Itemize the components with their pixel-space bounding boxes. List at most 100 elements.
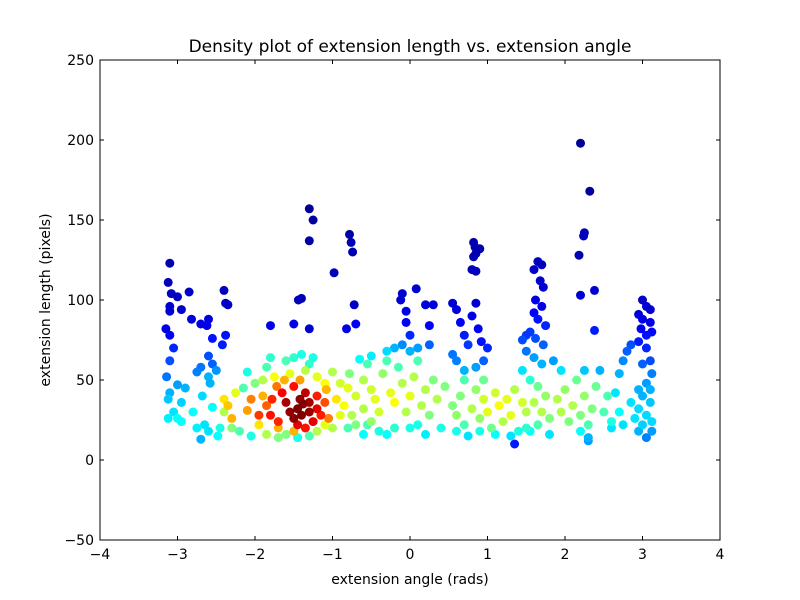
- data-point: [187, 314, 196, 324]
- data-point: [267, 394, 277, 404]
- data-point: [467, 404, 477, 414]
- data-point: [176, 397, 186, 407]
- data-point: [572, 375, 582, 385]
- data-point: [479, 375, 489, 385]
- data-point: [390, 397, 399, 407]
- data-point: [638, 314, 647, 324]
- data-point: [469, 252, 479, 262]
- data-point: [531, 295, 540, 305]
- data-point: [238, 383, 248, 393]
- data-point: [293, 295, 303, 305]
- data-point: [533, 420, 543, 430]
- data-point: [537, 260, 547, 270]
- data-point: [498, 417, 508, 427]
- data-point: [647, 369, 657, 379]
- data-point: [585, 186, 595, 196]
- data-point: [304, 204, 314, 214]
- data-point: [246, 431, 256, 441]
- data-point: [452, 426, 461, 436]
- x-tick-label: 0: [406, 547, 415, 563]
- data-point: [401, 407, 411, 417]
- data-point: [343, 383, 353, 393]
- data-point: [262, 401, 272, 411]
- data-point: [321, 385, 331, 395]
- data-point: [173, 413, 182, 423]
- data-point: [343, 423, 353, 433]
- data-point: [610, 388, 620, 398]
- data-point: [476, 337, 486, 347]
- data-point: [525, 375, 535, 385]
- data-point: [165, 301, 175, 311]
- data-point: [413, 356, 423, 366]
- data-point: [576, 290, 585, 300]
- data-point: [521, 407, 531, 417]
- data-point: [473, 324, 483, 334]
- data-point: [300, 365, 310, 375]
- data-point: [355, 354, 365, 364]
- data-point: [246, 394, 256, 404]
- data-point: [647, 417, 657, 427]
- data-point: [405, 391, 415, 401]
- data-point: [463, 431, 473, 441]
- data-point: [227, 423, 237, 433]
- data-point: [335, 410, 345, 420]
- data-point: [250, 378, 260, 388]
- data-point: [521, 346, 531, 356]
- data-point: [510, 385, 520, 395]
- data-point: [607, 423, 616, 433]
- data-point: [618, 356, 628, 366]
- data-point: [579, 365, 589, 375]
- data-point: [339, 401, 349, 411]
- data-point: [641, 410, 651, 420]
- data-point: [506, 410, 516, 420]
- data-point: [254, 410, 264, 420]
- data-point: [471, 362, 481, 372]
- data-point: [382, 429, 392, 439]
- data-point: [626, 397, 636, 407]
- data-point: [529, 397, 539, 407]
- x-tick-label: 1: [483, 547, 492, 563]
- data-point: [591, 381, 601, 391]
- y-tick-label: 150: [67, 213, 94, 229]
- data-point: [273, 417, 283, 427]
- data-point: [281, 429, 291, 439]
- data-point: [603, 391, 613, 401]
- data-point: [428, 375, 438, 385]
- data-point: [397, 378, 407, 388]
- data-point: [424, 410, 434, 420]
- data-point: [196, 434, 206, 444]
- data-point: [374, 407, 384, 417]
- data-point: [362, 359, 372, 369]
- data-point: [436, 423, 446, 433]
- data-point: [428, 300, 438, 310]
- data-point: [262, 429, 272, 439]
- data-point: [647, 426, 657, 436]
- y-tick-label: 100: [67, 293, 94, 309]
- y-tick-label: 250: [67, 53, 94, 69]
- data-point: [533, 381, 543, 391]
- data-point: [538, 282, 548, 292]
- data-point: [564, 417, 574, 427]
- data-point: [266, 353, 275, 363]
- x-tick-label: −3: [167, 547, 188, 563]
- data-point: [176, 305, 186, 315]
- data-point: [405, 330, 415, 340]
- data-point: [579, 391, 589, 401]
- data-point: [188, 407, 198, 417]
- data-point: [393, 362, 403, 372]
- data-point: [192, 423, 202, 433]
- data-point: [184, 287, 194, 297]
- data-point: [266, 321, 275, 331]
- chart-title: Density plot of extension length vs. ext…: [189, 37, 632, 57]
- data-point: [576, 138, 585, 148]
- x-tick-label: −1: [322, 547, 343, 563]
- data-point: [514, 426, 523, 436]
- data-point: [281, 356, 291, 366]
- data-point: [397, 289, 407, 299]
- data-point: [328, 367, 337, 377]
- data-point: [169, 343, 179, 353]
- data-point: [192, 367, 202, 377]
- x-tick-label: 2: [561, 547, 570, 563]
- data-point: [463, 340, 473, 350]
- data-point: [607, 417, 616, 427]
